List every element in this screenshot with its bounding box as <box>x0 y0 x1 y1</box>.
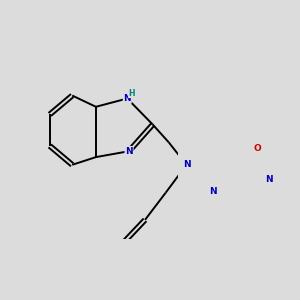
Text: N: N <box>124 94 131 103</box>
Text: O: O <box>254 144 261 153</box>
Text: N: N <box>183 160 190 169</box>
Text: N: N <box>209 187 217 196</box>
Text: N: N <box>125 147 133 156</box>
Text: N: N <box>266 175 273 184</box>
Text: H: H <box>128 89 135 98</box>
